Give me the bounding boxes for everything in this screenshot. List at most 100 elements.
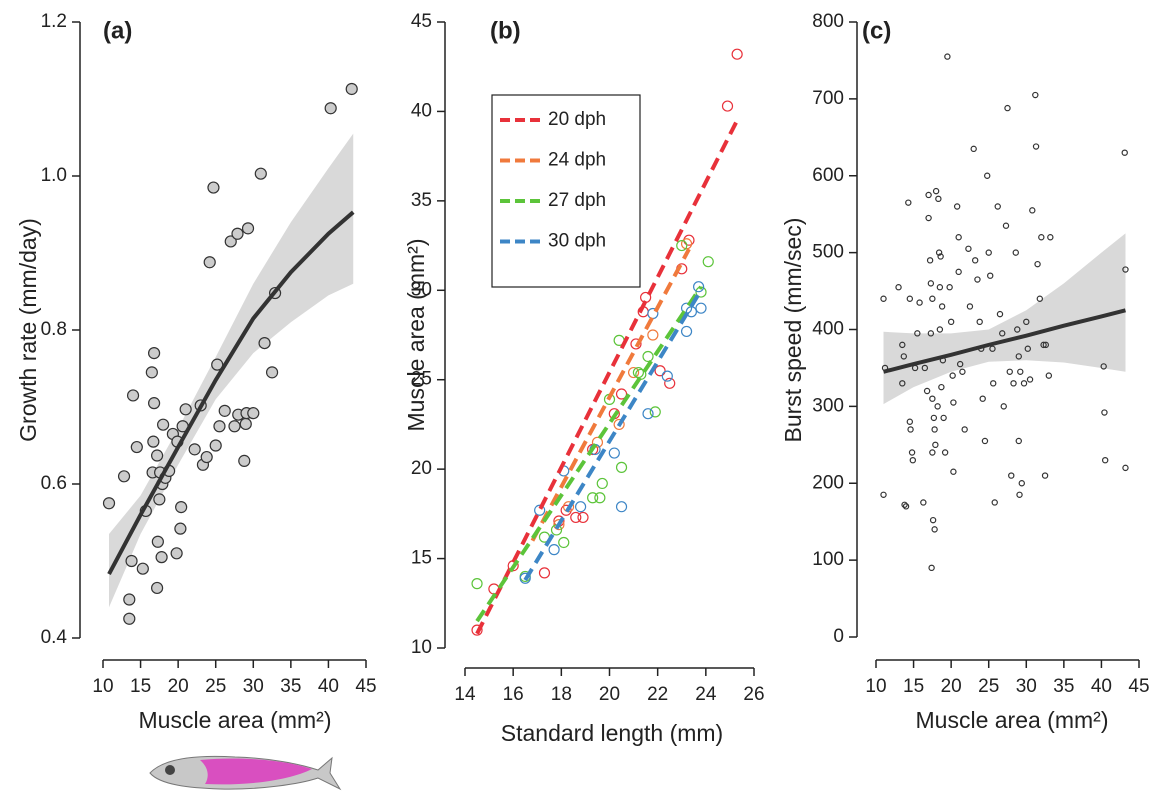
- data-point: [974, 276, 981, 283]
- data-point: [693, 281, 705, 293]
- fit-line: [530, 248, 691, 542]
- data-point: [519, 572, 531, 584]
- data-point: [151, 581, 164, 595]
- data-point: [731, 48, 743, 60]
- data-point: [596, 477, 608, 490]
- x-tick-label: 20: [941, 676, 962, 697]
- data-point: [928, 564, 935, 572]
- data-point: [944, 53, 951, 60]
- legend-label: 27 dph: [548, 190, 606, 211]
- x-tick-label: 30: [243, 676, 264, 697]
- x-tick-label: 10: [92, 676, 113, 697]
- x-tick-label: 26: [743, 684, 764, 705]
- fit-line: [107, 210, 355, 576]
- data-point: [1034, 260, 1041, 268]
- data-point: [949, 372, 956, 379]
- y-tick-label: 0.6: [41, 473, 67, 494]
- data-point: [961, 426, 968, 433]
- y-tick-label: 10: [411, 637, 432, 658]
- fit-line: [475, 119, 739, 635]
- data-point: [932, 441, 939, 449]
- data-point: [1006, 368, 1013, 375]
- data-point: [1004, 104, 1011, 112]
- data-point: [899, 380, 906, 387]
- data-point: [929, 295, 936, 302]
- y-tick-label: 400: [812, 319, 844, 340]
- data-point: [680, 325, 693, 338]
- data-point: [1014, 326, 1021, 333]
- data-point: [927, 280, 935, 287]
- data-point: [258, 336, 271, 350]
- x-tick-label: 16: [503, 684, 524, 705]
- data-point: [627, 366, 640, 379]
- data-point: [642, 350, 654, 363]
- data-point: [895, 284, 902, 291]
- y-tick-label: 500: [812, 242, 844, 263]
- data-point: [953, 203, 961, 210]
- data-point: [228, 420, 241, 433]
- x-tick-label: 45: [1128, 676, 1149, 697]
- data-point: [1018, 480, 1025, 487]
- fish-eye: [165, 765, 175, 775]
- data-point: [921, 364, 929, 372]
- data-point: [906, 295, 914, 302]
- data-point: [613, 418, 625, 431]
- data-point: [955, 234, 962, 241]
- data-point: [209, 439, 222, 452]
- y-tick-label: 1.0: [41, 165, 67, 186]
- data-point: [929, 449, 936, 456]
- data-point: [594, 492, 606, 504]
- confidence-band: [883, 233, 1126, 405]
- data-point: [680, 238, 693, 250]
- data-point: [1101, 409, 1108, 416]
- y-tick-label: 200: [812, 472, 844, 493]
- data-point: [929, 395, 936, 402]
- data-point: [608, 447, 620, 459]
- data-point: [123, 612, 136, 625]
- data-point: [1101, 456, 1109, 464]
- data-point: [574, 501, 587, 513]
- data-point: [241, 222, 255, 235]
- data-point: [538, 567, 551, 579]
- data-point: [151, 535, 164, 548]
- data-point: [155, 551, 168, 564]
- data-point: [880, 295, 887, 302]
- data-point: [702, 256, 714, 268]
- data-point: [956, 360, 964, 368]
- legend-label: 24 dph: [548, 150, 606, 171]
- data-point: [916, 299, 923, 306]
- data-point: [940, 414, 947, 422]
- data-point: [553, 518, 565, 531]
- data-point: [925, 214, 932, 222]
- data-point: [247, 407, 260, 420]
- data-point: [676, 239, 688, 252]
- data-point: [946, 284, 953, 291]
- data-point: [906, 418, 914, 425]
- data-point: [664, 377, 676, 389]
- data-point: [929, 516, 937, 524]
- data-point: [987, 272, 994, 279]
- data-point: [950, 399, 957, 406]
- x-tick-label: 40: [318, 676, 339, 697]
- data-point: [994, 203, 1001, 210]
- data-point: [265, 366, 279, 379]
- data-point: [971, 257, 979, 264]
- data-point: [901, 501, 908, 508]
- data-point: [931, 526, 938, 533]
- data-point: [642, 408, 654, 420]
- data-point: [1047, 234, 1054, 241]
- data-point: [218, 404, 231, 417]
- fit-line: [475, 285, 703, 623]
- fish-muscle: [200, 758, 312, 785]
- data-point: [899, 341, 906, 349]
- x-tick-label: 20: [599, 684, 620, 705]
- data-point: [1045, 372, 1053, 379]
- data-point: [231, 227, 244, 240]
- data-point: [1026, 376, 1034, 383]
- data-point: [188, 443, 201, 456]
- y-tick-label: 30: [411, 279, 432, 300]
- confidence-band: [109, 133, 354, 608]
- data-point: [179, 403, 192, 416]
- data-point: [991, 499, 998, 506]
